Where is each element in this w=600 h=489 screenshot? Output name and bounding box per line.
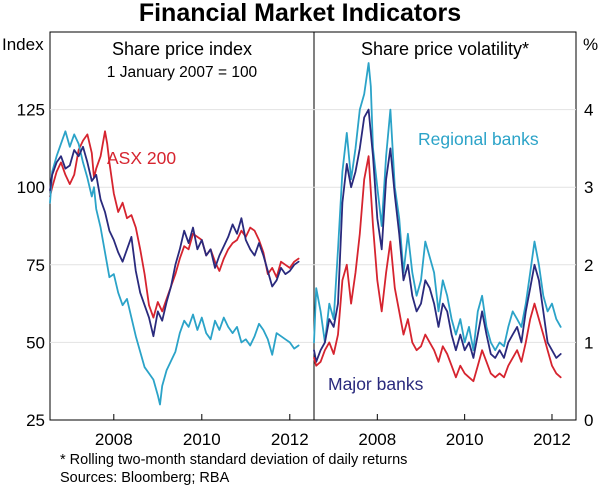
rp-y-tick-2: 2	[584, 256, 593, 275]
footnote: * Rolling two-month standard deviation o…	[60, 452, 407, 468]
rp-y-tick-0: 0	[584, 411, 593, 430]
right-y-tick-labels: 0 1 2 3 4	[584, 101, 593, 430]
left-panel-subtitle: 1 January 2007 = 100	[107, 64, 258, 81]
lp-y-tick-125: 125	[17, 101, 45, 120]
rp-y-tick-1: 1	[584, 333, 593, 352]
rp-y-tick-4: 4	[584, 101, 593, 120]
rp-line-asx-200	[313, 155, 562, 383]
left-panel-title: Share price index	[112, 39, 252, 59]
lp-x-tick-2008: 2008	[95, 430, 133, 449]
plot-frame	[49, 31, 577, 421]
left-series-lines	[49, 130, 300, 406]
rp-line-regional-banks	[313, 62, 562, 352]
lp-line-major-banks	[49, 145, 300, 338]
label-asx200: ASX 200	[107, 148, 176, 168]
right-x-tick-labels: 2008 2010 2012	[358, 414, 571, 449]
right-gridlines	[314, 109, 576, 343]
rp-line-major-banks	[313, 108, 562, 363]
rp-x-tick-2010: 2010	[446, 430, 484, 449]
rp-y-tick-3: 3	[584, 178, 593, 197]
left-y-axis-label: Index	[2, 35, 44, 54]
right-panel-title: Share price volatility*	[361, 39, 529, 59]
right-y-axis-label: %	[583, 35, 598, 54]
lp-y-tick-50: 50	[26, 333, 45, 352]
lp-y-tick-100: 100	[17, 178, 45, 197]
lp-x-tick-2012: 2012	[271, 430, 309, 449]
rp-x-tick-2012: 2012	[533, 430, 571, 449]
plot-area	[49, 31, 577, 421]
lp-y-tick-75: 75	[26, 256, 45, 275]
right-panel: Share price volatility* % 0 1 2 3 4 2008 2010…	[313, 35, 598, 449]
lp-y-tick-25: 25	[26, 411, 45, 430]
rp-x-tick-2008: 2008	[358, 430, 396, 449]
left-panel: Share price index 1 January 2007 = 100 I…	[2, 35, 314, 449]
left-x-tick-labels: 2008 2010 2012	[95, 414, 309, 449]
label-regional-banks: Regional banks	[418, 129, 539, 149]
lp-line-regional-banks	[49, 130, 300, 406]
label-major-banks: Major banks	[328, 374, 424, 394]
lp-x-tick-2010: 2010	[183, 430, 221, 449]
right-series-lines	[313, 62, 562, 383]
chart-title: Financial Market Indicators	[139, 0, 461, 27]
left-y-tick-labels: 25 50 75 100 125	[17, 101, 45, 430]
sources: Sources: Bloomberg; RBA	[60, 470, 230, 486]
